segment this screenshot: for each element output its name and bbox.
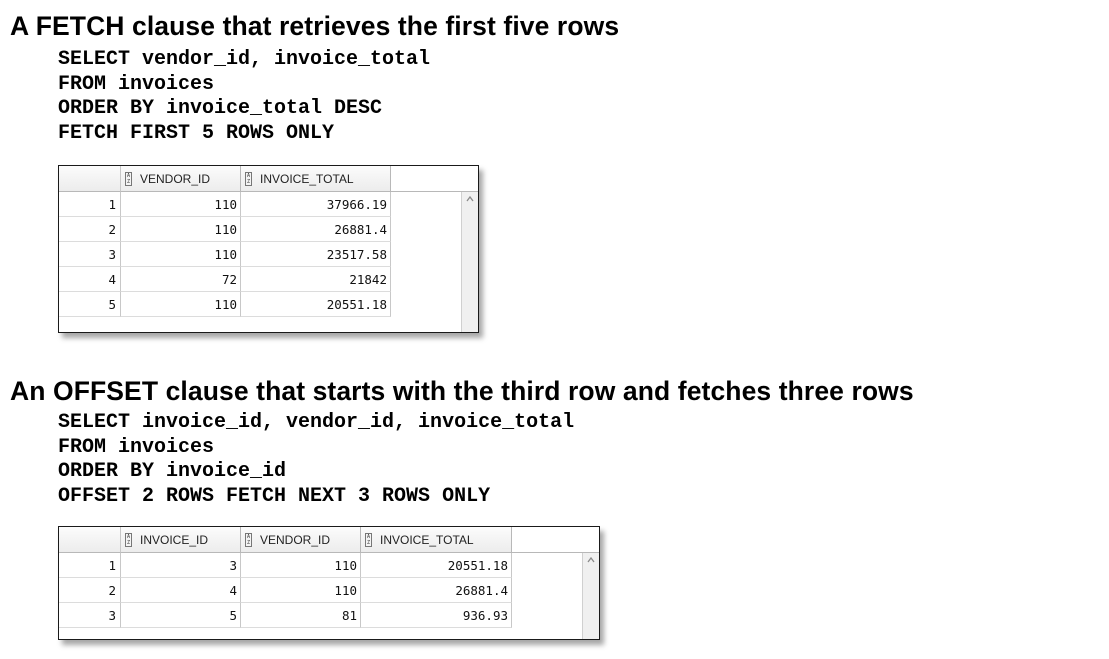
- table-row[interactable]: 2 4 110 26881.4: [59, 578, 512, 603]
- row-number: 2: [59, 578, 121, 603]
- table-row[interactable]: 4 72 21842: [59, 267, 391, 292]
- sql-line: SELECT vendor_id, invoice_total: [58, 48, 431, 71]
- table-row[interactable]: 3 110 23517.58: [59, 242, 391, 267]
- header-filler: [391, 166, 478, 192]
- row-number-header: [59, 527, 121, 553]
- header-filler: [512, 527, 599, 553]
- table-row[interactable]: 1 3 110 20551.18: [59, 553, 512, 578]
- sql-line: ORDER BY invoice_id: [58, 460, 287, 483]
- cell-invoice-total[interactable]: 26881.4: [361, 578, 512, 603]
- row-number: 3: [59, 242, 121, 267]
- table-row[interactable]: 2 110 26881.4: [59, 217, 391, 242]
- table-row[interactable]: 5 110 20551.18: [59, 292, 391, 317]
- row-number: 4: [59, 267, 121, 292]
- cell-invoice-total[interactable]: 23517.58: [241, 242, 391, 267]
- section1-sql-code: SELECT vendor_id, invoice_total FROM inv…: [58, 48, 430, 146]
- row-number: 1: [59, 192, 121, 217]
- sql-line: ORDER BY invoice_total DESC: [58, 97, 383, 120]
- cell-vendor-id[interactable]: 81: [241, 603, 361, 628]
- cell-invoice-total[interactable]: 936.93: [361, 603, 512, 628]
- row-number: 1: [59, 553, 121, 578]
- section2-heading: An OFFSET clause that starts with the th…: [10, 376, 914, 406]
- cell-vendor-id[interactable]: 72: [121, 267, 241, 292]
- cell-invoice-total[interactable]: 26881.4: [241, 217, 391, 242]
- cell-invoice-total[interactable]: 21842: [241, 267, 391, 292]
- column-header-label: VENDOR_ID: [140, 171, 211, 186]
- column-header-label: INVOICE_ID: [140, 532, 209, 547]
- table-row[interactable]: 3 5 81 936.93: [59, 603, 512, 628]
- cell-vendor-id[interactable]: 110: [121, 292, 241, 317]
- sql-line: FETCH FIRST 5 ROWS ONLY: [58, 121, 335, 145]
- vertical-scrollbar[interactable]: [461, 192, 478, 332]
- row-number: 5: [59, 292, 121, 317]
- row-number: 3: [59, 603, 121, 628]
- section1-heading: A FETCH clause that retrieves the first …: [10, 11, 620, 41]
- cell-invoice-total[interactable]: 20551.18: [361, 553, 512, 578]
- column-header-label: INVOICE_TOTAL: [260, 171, 354, 186]
- cell-invoice-total[interactable]: 20551.18: [241, 292, 391, 317]
- sql-line: FROM invoices: [58, 435, 215, 459]
- sql-line: SELECT invoice_id, vendor_id, invoice_to…: [58, 411, 575, 434]
- row-number-header: [59, 166, 121, 192]
- cell-vendor-id[interactable]: 110: [241, 553, 361, 578]
- cell-vendor-id[interactable]: 110: [241, 578, 361, 603]
- scroll-up-arrow-icon[interactable]: [586, 555, 596, 565]
- column-header-label: INVOICE_TOTAL: [380, 532, 474, 547]
- cell-vendor-id[interactable]: 110: [121, 217, 241, 242]
- column-header-label: VENDOR_ID: [260, 532, 331, 547]
- table-row[interactable]: 1 110 37966.19: [59, 192, 391, 217]
- cell-invoice-id[interactable]: 3: [121, 553, 241, 578]
- sql-line: OFFSET 2 ROWS FETCH NEXT 3 ROWS ONLY: [58, 484, 491, 508]
- scroll-up-arrow-icon[interactable]: [465, 194, 475, 204]
- cell-invoice-id[interactable]: 4: [121, 578, 241, 603]
- cell-vendor-id[interactable]: 110: [121, 192, 241, 217]
- vertical-scrollbar[interactable]: [582, 553, 599, 639]
- cell-invoice-id[interactable]: 5: [121, 603, 241, 628]
- cell-invoice-total[interactable]: 37966.19: [241, 192, 391, 217]
- row-number: 2: [59, 217, 121, 242]
- sql-line: FROM invoices: [58, 72, 215, 96]
- section2-sql-code: SELECT invoice_id, vendor_id, invoice_to…: [58, 411, 574, 509]
- cell-vendor-id[interactable]: 110: [121, 242, 241, 267]
